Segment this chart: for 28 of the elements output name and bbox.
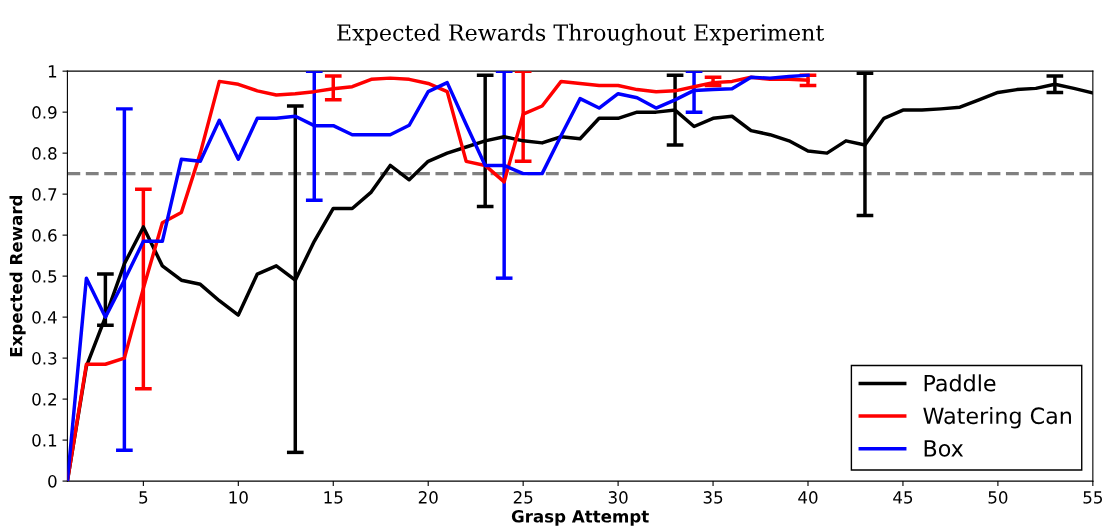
x-tick-label: 15 — [324, 491, 343, 504]
y-tick-label: 1 — [48, 65, 57, 78]
x-tick-label: 30 — [608, 491, 628, 504]
x-tick-label: 40 — [798, 491, 818, 504]
x-axis-title: Grasp Attempt — [511, 510, 649, 526]
y-tick-label: 0.8 — [32, 147, 57, 160]
y-axis-title: Expected Reward — [9, 195, 26, 357]
y-tick-label: 0.4 — [32, 311, 57, 324]
chart-title: Expected Rewards Throughout Experiment — [337, 23, 825, 46]
y-tick-label: 0.3 — [32, 352, 57, 365]
x-tick-label: 35 — [703, 491, 723, 504]
legend-label: Watering Can — [923, 406, 1071, 429]
x-tick-label: 20 — [418, 491, 438, 504]
y-tick-label: 0.9 — [32, 106, 57, 119]
y-tick-label: 0.6 — [32, 229, 57, 242]
x-tick-label: 55 — [1083, 491, 1102, 504]
y-tick-label: 0.5 — [32, 270, 57, 283]
x-tick-label: 5 — [139, 491, 148, 504]
x-tick-label: 25 — [513, 491, 533, 504]
legend-label: Paddle — [924, 374, 996, 392]
y-tick-label: 0 — [48, 475, 57, 488]
x-tick-label: 10 — [229, 491, 248, 504]
y-tick-label: 0.7 — [32, 188, 57, 201]
y-tick-label: 0.2 — [32, 393, 57, 406]
x-tick-label: 45 — [893, 491, 913, 504]
y-tick-label: 0.1 — [32, 434, 57, 447]
x-tick-label: 50 — [988, 491, 1008, 504]
legend-label: Box — [924, 440, 964, 457]
